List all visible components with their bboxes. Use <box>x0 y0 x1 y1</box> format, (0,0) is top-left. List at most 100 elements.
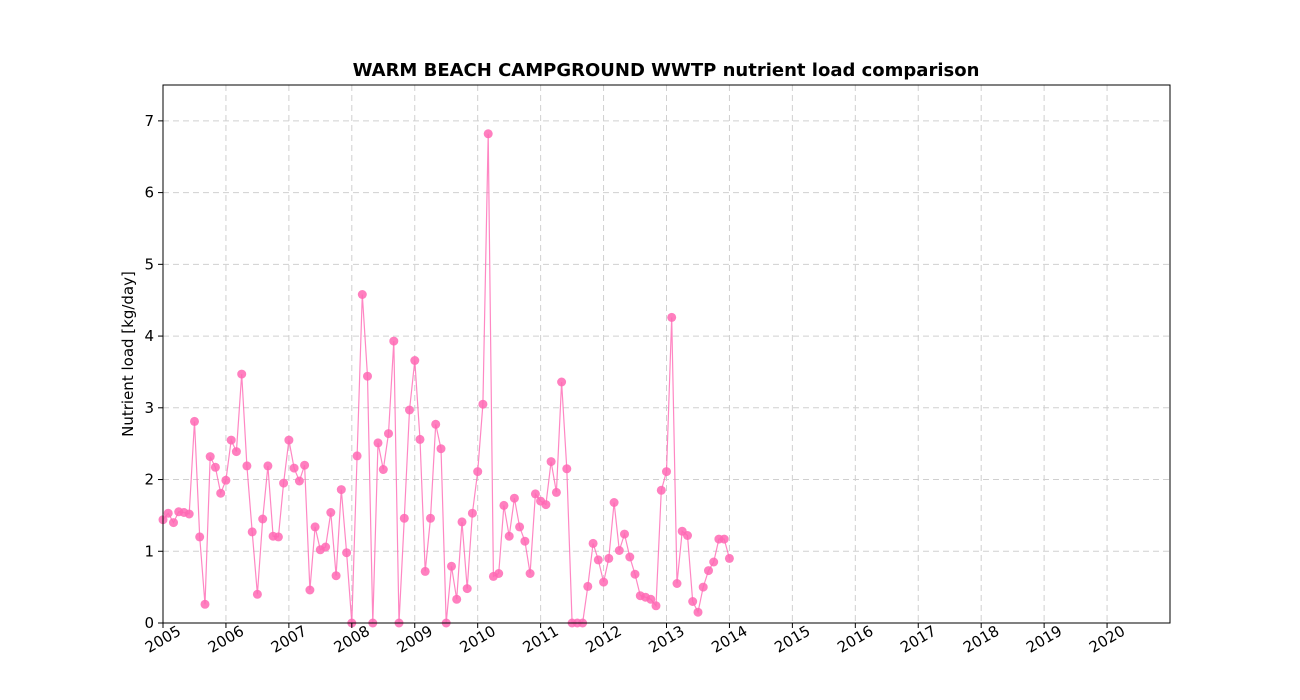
data-point <box>693 607 703 617</box>
data-point <box>452 594 462 604</box>
data-point <box>405 405 414 415</box>
y-tick-label: 6 <box>144 184 154 202</box>
data-point <box>342 548 352 558</box>
data-point <box>724 553 734 563</box>
data-point <box>483 129 493 139</box>
data-point <box>604 553 614 563</box>
data-point <box>447 561 456 571</box>
data-point <box>237 369 247 379</box>
series-layer <box>158 129 734 628</box>
data-point <box>373 438 383 448</box>
data-point <box>420 566 430 576</box>
data-point <box>667 312 677 322</box>
data-point <box>326 508 336 517</box>
y-tick-label: 1 <box>144 542 154 560</box>
data-point <box>242 461 252 471</box>
y-tick-label: 2 <box>144 471 154 489</box>
data-point <box>588 538 598 548</box>
data-point <box>546 457 556 467</box>
data-point <box>583 581 593 591</box>
data-point <box>210 462 220 472</box>
data-point <box>205 452 215 462</box>
data-point <box>609 498 619 507</box>
data-point <box>279 478 289 488</box>
data-point <box>520 536 530 546</box>
x-axis: 2005 2006 2007 2008 2009 2010 2011 2012 2013 2014… <box>142 622 1128 657</box>
data-point <box>378 465 388 474</box>
data-point <box>431 419 441 429</box>
data-point <box>646 594 656 604</box>
series-line <box>162 133 730 624</box>
data-point <box>169 518 178 528</box>
data-point <box>709 557 719 567</box>
data-point <box>336 485 346 495</box>
data-point <box>504 531 514 541</box>
data-point <box>263 461 273 471</box>
data-point <box>525 569 535 578</box>
y-tick-label: 4 <box>144 327 154 345</box>
data-point <box>530 489 540 499</box>
data-point <box>216 488 226 498</box>
y-tick-label: 3 <box>144 399 154 417</box>
data-point <box>509 493 519 503</box>
data-point <box>515 522 525 532</box>
data-point <box>284 435 294 445</box>
y-tick-label: 7 <box>144 112 154 130</box>
data-point <box>247 527 257 537</box>
y-tick-label: 5 <box>144 255 154 273</box>
data-point <box>457 517 467 527</box>
data-point <box>551 487 561 497</box>
data-point <box>289 463 299 473</box>
data-point <box>494 569 504 578</box>
data-point <box>562 464 572 474</box>
data-point <box>184 509 194 519</box>
data-point <box>258 514 268 524</box>
data-point <box>226 435 236 445</box>
data-point <box>478 399 488 409</box>
data-point <box>599 577 609 587</box>
data-point <box>300 460 310 470</box>
data-point <box>651 601 661 611</box>
data-point <box>462 584 472 594</box>
data-point <box>557 377 567 387</box>
y-axis-label: Nutrient load [kg/day] <box>119 271 137 437</box>
data-point <box>352 451 362 461</box>
data-point <box>363 371 372 381</box>
data-point <box>163 508 173 518</box>
data-point <box>310 522 320 532</box>
data-point <box>357 290 367 299</box>
data-point <box>399 513 409 523</box>
data-point <box>384 429 393 439</box>
data-point <box>499 500 509 510</box>
data-point <box>719 534 729 544</box>
data-point <box>630 569 640 579</box>
data-point <box>541 500 551 510</box>
data-point <box>415 434 425 444</box>
data-point <box>683 531 692 540</box>
data-point <box>688 597 698 606</box>
data-point <box>656 485 666 495</box>
data-point <box>389 336 399 346</box>
data-point <box>273 532 283 542</box>
data-point <box>473 467 483 477</box>
data-point <box>305 585 315 595</box>
data-point <box>331 571 341 581</box>
data-point <box>614 546 624 555</box>
y-tick-label: 0 <box>144 614 154 632</box>
data-point <box>410 356 420 365</box>
data-point <box>662 467 671 477</box>
data-point <box>252 589 262 599</box>
data-point <box>195 532 205 542</box>
data-point <box>704 566 713 576</box>
data-point <box>294 476 304 486</box>
data-point <box>231 447 241 457</box>
y-axis: 0 1 2 3 4 5 6 7 <box>144 112 163 632</box>
data-point <box>672 579 682 588</box>
data-point <box>620 529 629 539</box>
data-point <box>321 542 331 552</box>
chart-title: WARM BEACH CAMPGROUND WWTP nutrient load… <box>353 60 980 81</box>
data-point <box>436 444 446 454</box>
data-point <box>221 475 231 485</box>
data-point <box>426 513 435 523</box>
